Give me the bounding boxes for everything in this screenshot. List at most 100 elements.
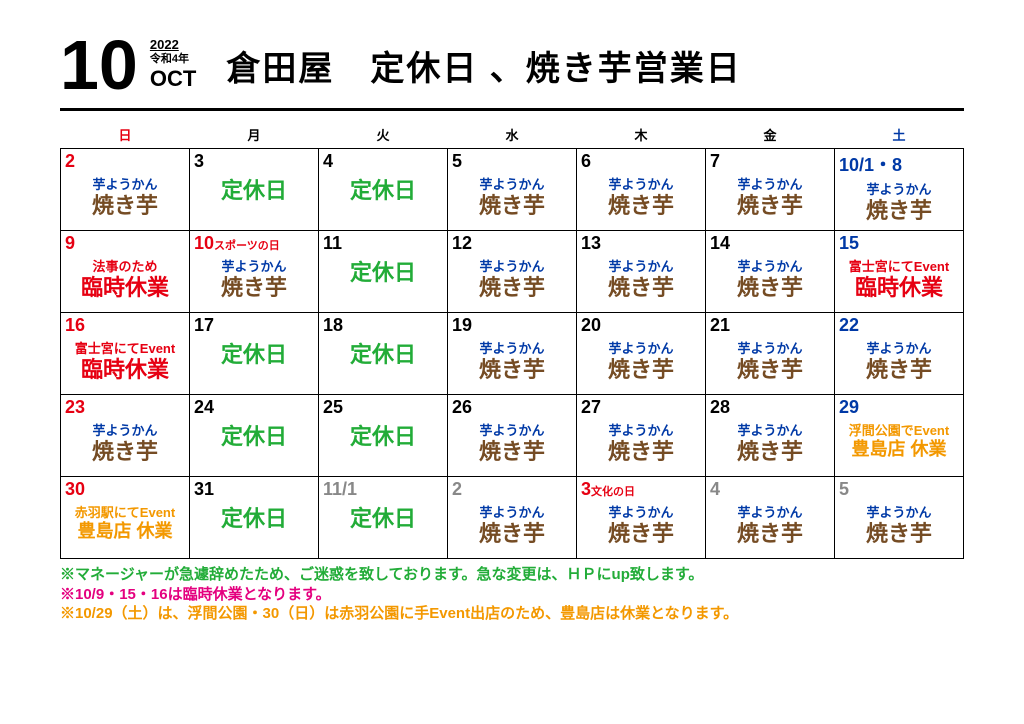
day-number: 14 [710, 233, 730, 254]
cell-line: 芋ようかん [65, 424, 185, 439]
note-line: ※10/9・15・16は臨時休業となります。 [60, 585, 964, 605]
day-number: 4 [323, 151, 333, 172]
day-suffix: 文化の日 [591, 486, 635, 498]
cell-line: 焼き芋 [452, 439, 572, 464]
calendar-week: 30赤羽駅にてEvent豊島店 休業31定休日11/1定休日2芋ようかん焼き芋3… [61, 477, 964, 559]
cell-line: 豊島店 休業 [65, 521, 185, 542]
calendar-cell: 24定休日 [190, 395, 319, 477]
cell-body: 芋ようかん焼き芋 [452, 424, 572, 464]
calendar-cell: 19芋ようかん焼き芋 [448, 313, 577, 395]
cell-line: 焼き芋 [710, 439, 830, 464]
cell-line: 芋ようかん [452, 260, 572, 275]
dow-cell: 日 [61, 121, 190, 149]
dow-cell: 土 [835, 121, 964, 149]
month-meta: 2022 令和4年 OCT [150, 37, 196, 92]
calendar-week: 2芋ようかん焼き芋3定休日4定休日5芋ようかん焼き芋6芋ようかん焼き芋7芋ようか… [61, 149, 964, 231]
cell-body: 芋ようかん焼き芋 [581, 506, 701, 546]
cell-body: 芋ようかん焼き芋 [710, 260, 830, 300]
cell-line: 芋ようかん [839, 183, 959, 198]
cell-body: 定休日 [194, 342, 314, 367]
day-number: 2 [452, 479, 462, 500]
cell-body: 芋ようかん焼き芋 [581, 260, 701, 300]
cell-line: 芋ようかん [581, 260, 701, 275]
cell-body: 芋ようかん焼き芋 [710, 342, 830, 382]
cell-line: 芋ようかん [710, 342, 830, 357]
dow-cell: 月 [190, 121, 319, 149]
cell-body: 浮間公園でEvent豊島店 休業 [839, 424, 959, 460]
cell-line: 定休日 [323, 342, 443, 367]
cell-body: 定休日 [323, 506, 443, 531]
day-number: 31 [194, 479, 214, 500]
calendar-cell: 22芋ようかん焼き芋 [835, 313, 964, 395]
dow-row: 日月火水木金土 [61, 121, 964, 149]
calendar-cell: 4定休日 [319, 149, 448, 231]
dow-cell: 金 [706, 121, 835, 149]
cell-line: 焼き芋 [581, 357, 701, 382]
cell-line: 臨時休業 [65, 357, 185, 382]
cell-line: 臨時休業 [65, 275, 185, 300]
cell-body: 定休日 [323, 260, 443, 285]
era-label: 令和4年 [150, 53, 196, 66]
month-number: 10 [60, 30, 138, 100]
calendar-week: 23芋ようかん焼き芋24定休日25定休日26芋ようかん焼き芋27芋ようかん焼き芋… [61, 395, 964, 477]
cell-line: 焼き芋 [839, 198, 959, 223]
cell-body: 赤羽駅にてEvent豊島店 休業 [65, 506, 185, 542]
cell-line: 法事のため [65, 260, 185, 275]
cell-line: 焼き芋 [581, 439, 701, 464]
cell-line: 芋ようかん [452, 424, 572, 439]
cell-body: 芋ようかん焼き芋 [452, 342, 572, 382]
calendar-cell: 25定休日 [319, 395, 448, 477]
cell-line: 芋ようかん [839, 506, 959, 521]
day-number: 15 [839, 233, 859, 254]
cell-line: 焼き芋 [452, 275, 572, 300]
calendar-week: 9法事のため臨時休業10スポーツの日芋ようかん焼き芋11定休日12芋ようかん焼き… [61, 231, 964, 313]
day-number: 5 [839, 479, 849, 500]
day-number: 12 [452, 233, 472, 254]
calendar-cell: 29 浮間公園でEvent豊島店 休業 [835, 395, 964, 477]
cell-line: 芋ようかん [581, 178, 701, 193]
calendar-cell: 3文化の日芋ようかん焼き芋 [577, 477, 706, 559]
cell-body: 定休日 [323, 424, 443, 449]
cell-line: 定休日 [323, 424, 443, 449]
cell-body: 芋ようかん焼き芋 [452, 506, 572, 546]
cell-line: 芋ようかん [452, 506, 572, 521]
cell-line: 焼き芋 [710, 275, 830, 300]
calendar-cell: 31定休日 [190, 477, 319, 559]
day-number: 16 [65, 315, 85, 336]
calendar-cell: 16富士宮にてEvent臨時休業 [61, 313, 190, 395]
calendar-cell: 17 定休日 [190, 313, 319, 395]
cell-line: 定休日 [323, 260, 443, 285]
cell-line: 芋ようかん [710, 506, 830, 521]
calendar-cell: 3定休日 [190, 149, 319, 231]
day-number: 9 [65, 233, 75, 254]
calendar-cell: 26 芋ようかん焼き芋 [448, 395, 577, 477]
calendar-header: 10 2022 令和4年 OCT 倉田屋 定休日 、焼き芋営業日 [60, 30, 964, 111]
cell-line: 豊島店 休業 [839, 439, 959, 460]
day-number: 30 [65, 479, 85, 500]
cell-body: 芋ようかん焼き芋 [194, 260, 314, 300]
cell-line: 芋ようかん [65, 178, 185, 193]
cell-body: 芋ようかん焼き芋 [710, 178, 830, 218]
day-number: 26 [452, 397, 472, 418]
cell-body: 定休日 [194, 178, 314, 203]
calendar-cell: 2 芋ようかん焼き芋 [61, 149, 190, 231]
calendar-cell: 21芋ようかん焼き芋 [706, 313, 835, 395]
day-number: 11 [323, 233, 342, 254]
cell-body: 富士宮にてEvent臨時休業 [839, 260, 959, 300]
cell-line: 芋ようかん [581, 424, 701, 439]
cell-line: 焼き芋 [65, 193, 185, 218]
day-number: 17 [194, 315, 214, 336]
day-number: 23 [65, 397, 85, 418]
calendar-cell: 2 芋ようかん焼き芋 [448, 477, 577, 559]
day-number: 29 [839, 397, 859, 418]
cell-line: 芋ようかん [581, 342, 701, 357]
day-number: 24 [194, 397, 214, 418]
calendar-cell: 12 芋ようかん焼き芋 [448, 231, 577, 313]
cell-line: 浮間公園でEvent [839, 424, 959, 439]
calendar-cell: 15 富士宮にてEvent臨時休業 [835, 231, 964, 313]
cell-line: 芋ようかん [710, 260, 830, 275]
day-number: 2 [65, 151, 75, 172]
calendar-week: 16富士宮にてEvent臨時休業17定休日18定休日19芋ようかん焼き芋20芋よ… [61, 313, 964, 395]
calendar-table: 日月火水木金土 2芋ようかん焼き芋3定休日4定休日5芋ようかん焼き芋6芋ようかん… [60, 121, 964, 559]
calendar-cell: 28芋ようかん焼き芋 [706, 395, 835, 477]
